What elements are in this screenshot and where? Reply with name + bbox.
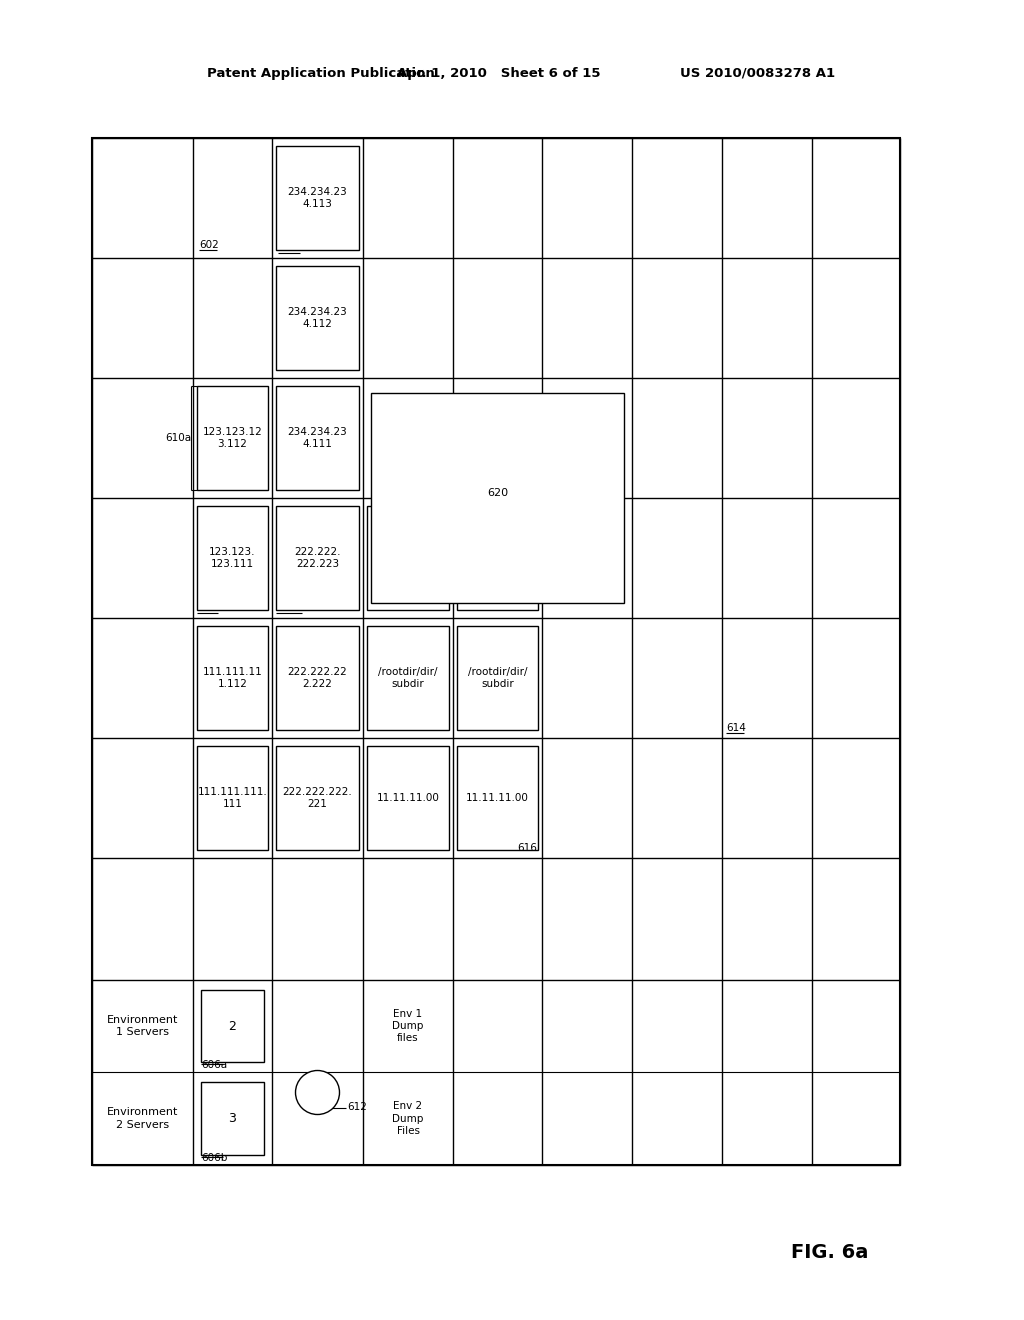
Text: 618: 618 [367,643,387,653]
Bar [457,746,538,850]
Bar [276,506,359,610]
Bar [197,626,268,730]
Text: Apr. 1, 2010   Sheet 6 of 15: Apr. 1, 2010 Sheet 6 of 15 [397,66,600,79]
Text: 604: 604 [367,523,387,533]
Bar [197,506,268,610]
Text: 606b: 606b [201,1152,227,1163]
Text: 123.123.
123.111: 123.123. 123.111 [209,546,256,569]
Text: Environment
1 Servers: Environment 1 Servers [106,1015,178,1038]
Text: 620: 620 [487,488,508,498]
Circle shape [296,1071,340,1114]
Text: 614: 614 [726,723,745,733]
Bar [201,990,264,1063]
Text: Environment
2 Servers: Environment 2 Servers [106,1107,178,1130]
Text: 3: 3 [228,1111,237,1125]
Bar [276,267,359,370]
Bar [367,746,449,850]
Bar [457,506,538,610]
Text: 602: 602 [199,240,219,249]
Text: 123.123.12
3.112: 123.123.12 3.112 [203,426,262,449]
Text: filename
TE.mqs: filename TE.mqs [385,546,431,569]
Text: 111.111.11
1.112: 111.111.11 1.112 [203,667,262,689]
Text: filename
PE.mqs: filename PE.mqs [475,546,520,569]
Text: 111.111.111.
111: 111.111.111. 111 [198,787,267,809]
Bar [92,139,900,1166]
Text: 612: 612 [347,1102,368,1113]
Bar [276,385,359,490]
Text: 234.234.23
4.111: 234.234.23 4.111 [288,426,347,449]
Text: 234.234.23
4.112: 234.234.23 4.112 [288,306,347,329]
Text: US 2010/0083278 A1: US 2010/0083278 A1 [680,66,836,79]
Text: 222.222.222.
221: 222.222.222. 221 [283,787,352,809]
Bar [197,385,268,490]
Bar [276,626,359,730]
Text: 606a: 606a [201,1060,227,1071]
Text: /rootdir/dir/
subdir: /rootdir/dir/ subdir [378,667,437,689]
Bar [367,626,449,730]
Text: /rootdir/dir/
subdir: /rootdir/dir/ subdir [468,667,527,689]
Text: 222.222.
222.223: 222.222. 222.223 [294,546,341,569]
Text: FIG. 6a: FIG. 6a [792,1243,868,1262]
Text: 610b: 610b [278,243,304,253]
Text: 608a: 608a [197,603,223,612]
Text: REP: REP [308,1088,327,1097]
Bar [457,626,538,730]
Text: 11.11.11.00: 11.11.11.00 [377,793,439,803]
Text: 616: 616 [517,843,537,853]
Bar [276,746,359,850]
Bar [201,1082,264,1155]
Bar [197,746,268,850]
Text: 222.222.22
2.222: 222.222.22 2.222 [288,667,347,689]
Text: Env 1
Dump
files: Env 1 Dump files [392,1008,424,1043]
Text: 610a: 610a [165,433,191,444]
Text: Env 2
Dump
Files: Env 2 Dump Files [392,1101,424,1137]
Text: Patent Application Publication: Patent Application Publication [207,66,435,79]
Text: 2: 2 [228,1019,237,1032]
Bar [371,393,624,603]
Text: 11.11.11.00: 11.11.11.00 [466,793,529,803]
Bar [276,147,359,249]
Bar [367,506,449,610]
Text: 608b: 608b [276,603,302,612]
Text: 234.234.23
4.113: 234.234.23 4.113 [288,187,347,209]
